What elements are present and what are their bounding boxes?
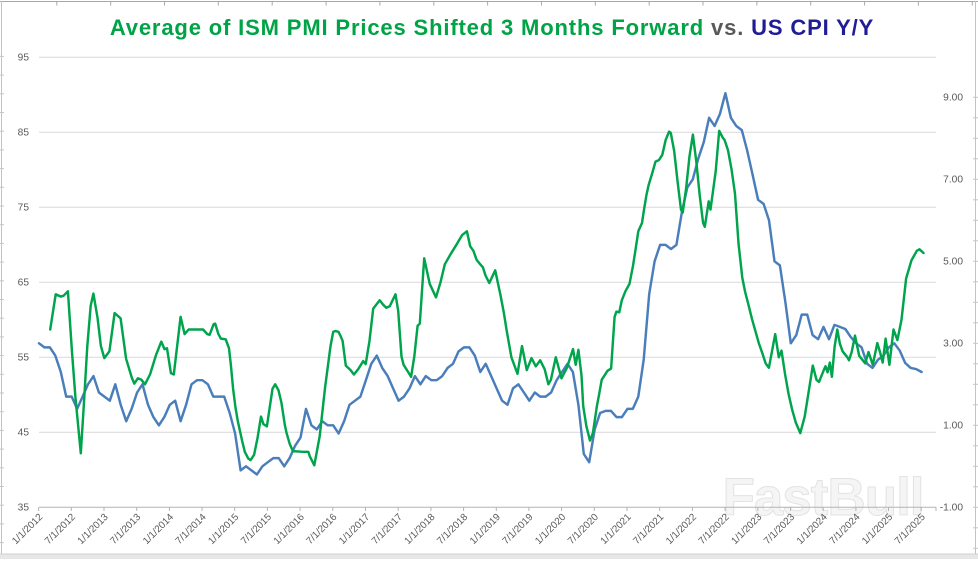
svg-text:85: 85 xyxy=(18,128,30,139)
svg-text:9.00: 9.00 xyxy=(943,93,963,104)
svg-text:-1.00: -1.00 xyxy=(940,503,964,514)
svg-text:5.00: 5.00 xyxy=(943,257,963,268)
svg-text:65: 65 xyxy=(18,278,30,289)
svg-text:1.00: 1.00 xyxy=(943,421,963,432)
svg-text:3.00: 3.00 xyxy=(943,339,963,350)
svg-text:55: 55 xyxy=(18,353,30,364)
svg-text:45: 45 xyxy=(18,428,30,439)
svg-text:Average of ISM PMI Prices Shif: Average of ISM PMI Prices Shifted 3 Mont… xyxy=(110,15,874,40)
svg-text:7.00: 7.00 xyxy=(943,175,963,186)
svg-text:75: 75 xyxy=(18,203,30,214)
svg-text:35: 35 xyxy=(18,503,30,514)
svg-text:FastBull: FastBull xyxy=(722,468,923,527)
svg-text:95: 95 xyxy=(18,53,30,64)
